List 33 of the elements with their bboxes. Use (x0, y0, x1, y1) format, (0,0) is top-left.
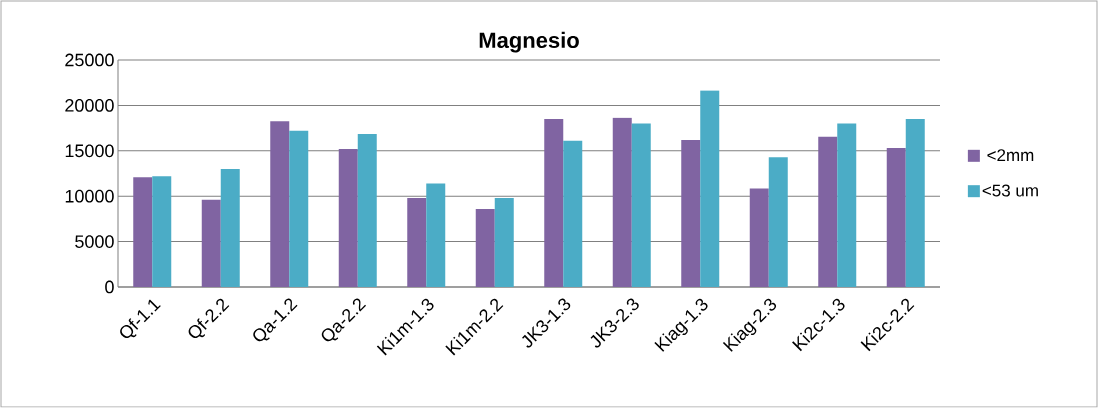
bar (407, 198, 427, 287)
bar (544, 119, 564, 287)
bar (700, 90, 720, 287)
bar (886, 148, 906, 287)
legend-label: <53 um (982, 184, 1038, 197)
bar (563, 140, 583, 287)
bar (905, 119, 925, 287)
bar (133, 177, 153, 287)
bar (494, 198, 514, 287)
bar (818, 136, 838, 287)
bar (426, 183, 446, 287)
y-tick-label: 25000 (65, 53, 114, 67)
bar (220, 168, 240, 287)
bar (768, 157, 788, 287)
bar (475, 208, 495, 287)
bar (270, 121, 290, 287)
y-tick-label: 5000 (75, 235, 114, 248)
chart-title: Magnesio (479, 31, 579, 53)
bar (612, 117, 632, 287)
y-tick-label: 20000 (65, 99, 114, 112)
legend-label: <2mm (987, 149, 1034, 161)
bar (631, 123, 651, 287)
bar (289, 130, 309, 287)
bar (681, 139, 701, 287)
y-tick-label: 10000 (65, 189, 114, 203)
bar (837, 123, 857, 287)
bar (338, 148, 358, 287)
y-tick-label: 15000 (65, 144, 114, 158)
bar (749, 188, 769, 287)
y-tick-label: 0 (105, 280, 114, 294)
bar (357, 134, 377, 287)
bar (152, 176, 172, 287)
bar (201, 199, 221, 287)
